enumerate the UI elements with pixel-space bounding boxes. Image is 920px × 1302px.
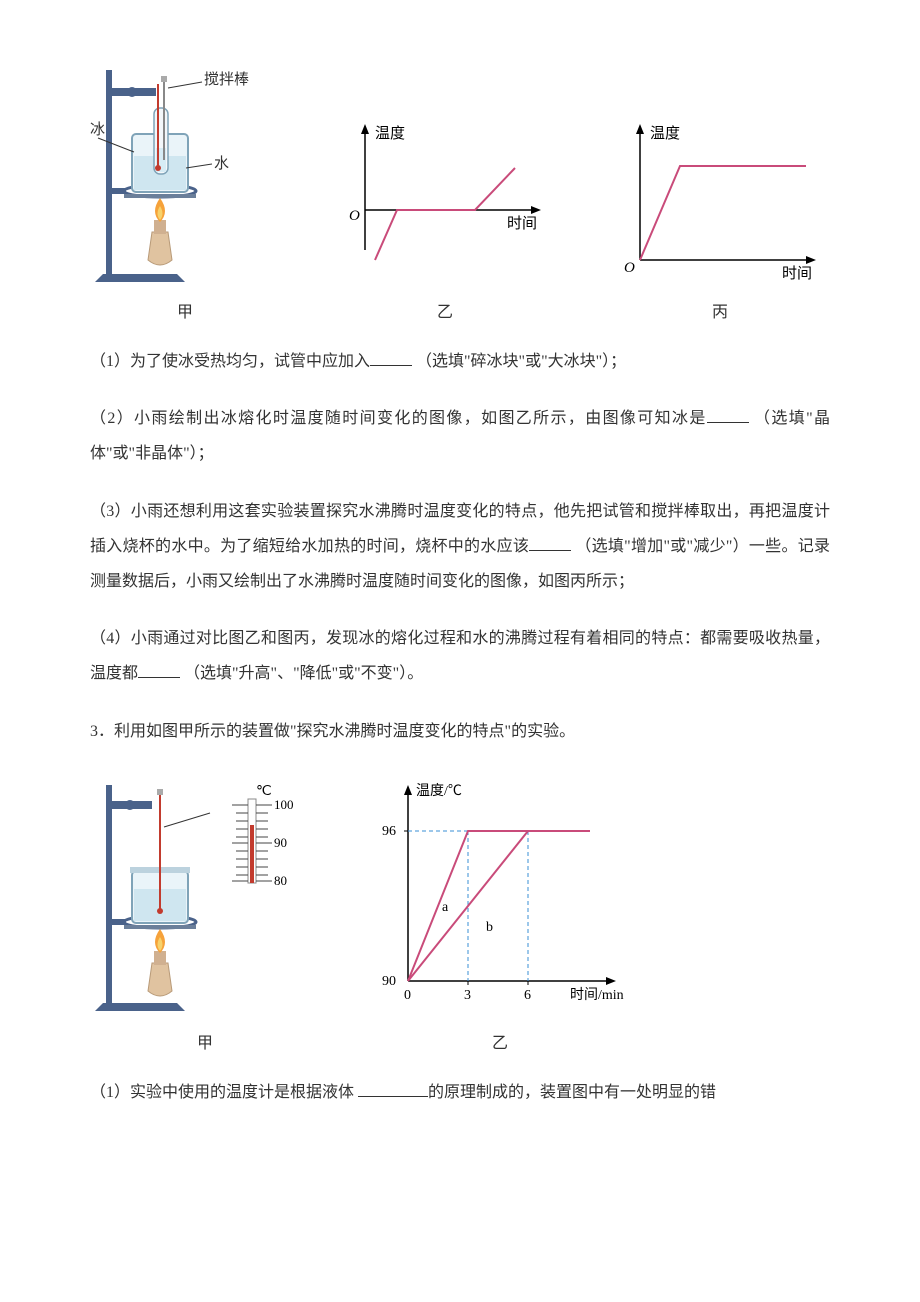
question-5: 3．利用如图甲所示的装置做"探究水沸腾时温度变化的特点"的实验。 <box>90 714 830 749</box>
therm-unit: ℃ <box>256 784 272 799</box>
q4-text-b: （选填"升高"、"降低"或"不变"）。 <box>184 665 423 682</box>
chart-bing: 温度 时间 O 丙 <box>610 120 830 322</box>
caption-bing: 丙 <box>712 298 728 322</box>
ytick-90: 90 <box>382 974 396 989</box>
apparatus-svg-1: 搅拌棒 冰 水 <box>90 60 280 290</box>
chart-yi-svg: 温度 时间 O <box>335 120 555 290</box>
blank-q6[interactable] <box>358 1080 428 1097</box>
line-a-label: a <box>442 900 449 915</box>
therm-tick-100: 100 <box>274 797 294 812</box>
question-1: （1）为了使冰受热均匀，试管中应加入 （选填"碎冰块"或"大冰块"）； <box>90 344 830 379</box>
label-rod: 搅拌棒 <box>204 71 249 88</box>
ylabel-bing: 温度 <box>650 125 680 142</box>
ylabel-yi: 温度 <box>375 125 405 142</box>
caption-yi-2: 乙 <box>492 1029 508 1053</box>
chart-yi-2: 温度/℃ 时间/min 96 90 0 3 6 <box>360 771 640 1053</box>
question-3: （3）小雨还想利用这套实验装置探究水沸腾时温度变化的特点，他先把试管和搅拌棒取出… <box>90 494 830 600</box>
q5-text: 利用如图甲所示的装置做"探究水沸腾时温度变化的特点"的实验。 <box>114 723 575 740</box>
therm-tick-90: 90 <box>274 835 287 850</box>
question-4: （4）小雨通过对比图乙和图丙，发现冰的熔化过程和水的沸腾过程有着相同的特点：都需… <box>90 621 830 691</box>
q2-text-a: （2）小雨绘制出冰熔化时温度随时间变化的图像，如图乙所示，由图像可知冰是 <box>90 410 707 427</box>
origin-bing: O <box>624 260 635 276</box>
blank-q3[interactable] <box>529 534 571 551</box>
xlabel-yi2: 时间/min <box>570 987 624 1003</box>
caption-yi: 乙 <box>437 298 453 322</box>
xtick-0: 0 <box>404 988 411 1003</box>
apparatus-svg-2: ℃ <box>90 771 320 1021</box>
caption-jia-1: 甲 <box>177 298 193 322</box>
q6-text-b: 的原理制成的，装置图中有一处明显的错 <box>428 1084 716 1101</box>
q6-text-a: （1）实验中使用的温度计是根据液体 <box>90 1084 354 1101</box>
line-b-label: b <box>486 920 493 935</box>
xlabel-bing: 时间 <box>782 265 812 282</box>
caption-jia-2: 甲 <box>197 1029 213 1053</box>
q1-text-a: （1）为了使冰受热均匀，试管中应加入 <box>90 353 370 370</box>
figure-row-2: ℃ <box>90 771 830 1053</box>
chart-yi2-svg: 温度/℃ 时间/min 96 90 0 3 6 <box>360 771 640 1021</box>
chart-bing-svg: 温度 时间 O <box>610 120 830 290</box>
xtick-3: 3 <box>464 988 471 1003</box>
therm-tick-80: 80 <box>274 873 287 888</box>
q5-num: 3． <box>90 723 114 740</box>
blank-q1[interactable] <box>370 349 412 366</box>
label-ice: 冰 <box>90 121 105 138</box>
q1-text-b: （选填"碎冰块"或"大冰块"）； <box>416 353 626 370</box>
figure-apparatus-1: 搅拌棒 冰 水 甲 <box>90 60 280 322</box>
ylabel-yi2: 温度/℃ <box>416 783 462 799</box>
figure-row-1: 搅拌棒 冰 水 甲 温度 时间 O 乙 <box>90 60 830 322</box>
label-water: 水 <box>214 155 229 172</box>
chart-yi: 温度 时间 O 乙 <box>335 120 555 322</box>
xlabel-yi: 时间 <box>507 215 537 232</box>
origin-yi: O <box>349 208 360 224</box>
blank-q2[interactable] <box>707 406 749 423</box>
xtick-6: 6 <box>524 988 531 1003</box>
question-2: （2）小雨绘制出冰熔化时温度随时间变化的图像，如图乙所示，由图像可知冰是 （选填… <box>90 401 830 471</box>
figure-apparatus-2: ℃ <box>90 771 320 1053</box>
ytick-96: 96 <box>382 824 396 839</box>
blank-q4[interactable] <box>138 661 180 678</box>
question-6: （1）实验中使用的温度计是根据液体 的原理制成的，装置图中有一处明显的错 <box>90 1075 830 1110</box>
